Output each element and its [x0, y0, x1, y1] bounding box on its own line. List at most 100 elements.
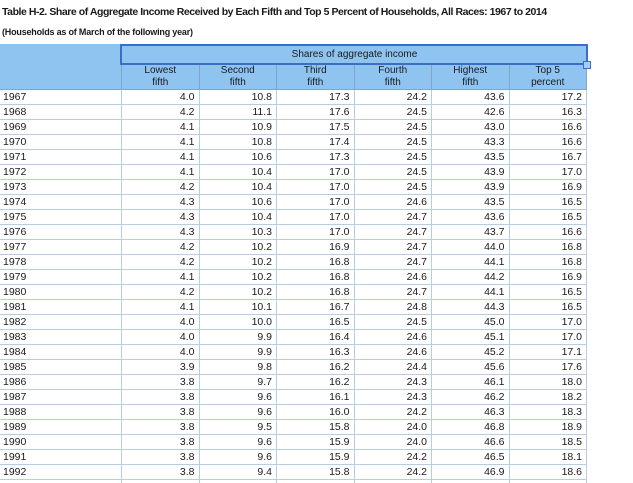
year-cell[interactable]: 1978: [0, 255, 122, 270]
value-cell[interactable]: 9.9: [199, 330, 277, 345]
value-cell[interactable]: 16.7: [277, 300, 355, 315]
value-cell[interactable]: 17.2: [509, 90, 587, 105]
value-cell[interactable]: 18.1: [509, 450, 587, 465]
year-cell[interactable]: 1986: [0, 375, 122, 390]
value-cell[interactable]: 4.1: [122, 165, 200, 180]
year-cell[interactable]: 1992: [0, 465, 122, 480]
value-cell[interactable]: 3.8: [122, 465, 200, 480]
value-cell[interactable]: 16.5: [509, 195, 587, 210]
value-cell[interactable]: 4.0: [122, 345, 200, 360]
selection-fill-handle[interactable]: [583, 61, 591, 69]
value-cell[interactable]: 15.8: [277, 465, 355, 480]
value-cell[interactable]: 24.5: [354, 165, 432, 180]
value-cell[interactable]: 16.8: [277, 270, 355, 285]
value-cell[interactable]: 46.9: [432, 465, 510, 480]
value-cell[interactable]: 4.3: [122, 225, 200, 240]
year-cell[interactable]: 1974: [0, 195, 122, 210]
value-cell[interactable]: 16.2: [277, 360, 355, 375]
value-cell[interactable]: 43.6: [432, 90, 510, 105]
value-cell[interactable]: 24.5: [354, 150, 432, 165]
value-cell[interactable]: 15.8: [277, 420, 355, 435]
value-cell[interactable]: 16.8: [509, 255, 587, 270]
value-cell[interactable]: 24.5: [354, 180, 432, 195]
value-cell[interactable]: 24.3: [354, 375, 432, 390]
value-cell[interactable]: 43.9: [432, 165, 510, 180]
year-cell[interactable]: 1971: [0, 150, 122, 165]
year-cell[interactable]: 1989: [0, 420, 122, 435]
value-cell[interactable]: 9.6: [199, 450, 277, 465]
value-cell[interactable]: 46.5: [432, 450, 510, 465]
value-cell[interactable]: 44.3: [432, 300, 510, 315]
value-cell[interactable]: 43.5: [432, 195, 510, 210]
value-cell[interactable]: 24.2: [354, 450, 432, 465]
value-cell[interactable]: 4.0: [122, 330, 200, 345]
value-cell[interactable]: 16.8: [277, 285, 355, 300]
value-cell[interactable]: 43.5: [432, 150, 510, 165]
value-cell[interactable]: 16.4: [277, 330, 355, 345]
value-cell[interactable]: 10.2: [199, 240, 277, 255]
value-cell[interactable]: 46.2: [432, 390, 510, 405]
value-cell[interactable]: 46.3: [432, 405, 510, 420]
value-cell[interactable]: 43.9: [432, 180, 510, 195]
year-cell[interactable]: 1969: [0, 120, 122, 135]
value-cell[interactable]: 17.5: [277, 120, 355, 135]
value-cell[interactable]: 16.6: [509, 135, 587, 150]
value-cell[interactable]: 16.9: [509, 270, 587, 285]
value-cell[interactable]: 24.7: [354, 225, 432, 240]
value-cell[interactable]: 4.2: [122, 255, 200, 270]
value-cell[interactable]: 24.5: [354, 135, 432, 150]
value-cell[interactable]: 24.5: [354, 105, 432, 120]
value-cell[interactable]: 3.8: [122, 375, 200, 390]
value-cell[interactable]: 17.1: [509, 345, 587, 360]
value-cell[interactable]: 16.1: [277, 390, 355, 405]
value-cell[interactable]: 17.0: [509, 165, 587, 180]
value-cell[interactable]: 16.3: [277, 345, 355, 360]
value-cell[interactable]: 24.7: [354, 285, 432, 300]
value-cell[interactable]: 10.4: [199, 165, 277, 180]
value-cell[interactable]: 10.2: [199, 285, 277, 300]
value-cell[interactable]: 9.4: [199, 465, 277, 480]
value-cell[interactable]: 17.0: [277, 165, 355, 180]
value-cell[interactable]: 45.0: [432, 315, 510, 330]
value-cell[interactable]: 10.8: [199, 135, 277, 150]
value-cell[interactable]: 17.0: [277, 210, 355, 225]
value-cell[interactable]: 17.6: [509, 360, 587, 375]
year-cell[interactable]: 1990: [0, 435, 122, 450]
value-cell[interactable]: 16.2: [277, 375, 355, 390]
value-cell[interactable]: 24.2: [354, 90, 432, 105]
year-cell[interactable]: 1981: [0, 300, 122, 315]
value-cell[interactable]: 9.6: [199, 435, 277, 450]
value-cell[interactable]: 45.1: [432, 330, 510, 345]
value-cell[interactable]: 24.8: [354, 300, 432, 315]
value-cell[interactable]: 16.6: [509, 120, 587, 135]
value-cell[interactable]: 10.6: [199, 150, 277, 165]
value-cell[interactable]: 46.1: [432, 375, 510, 390]
value-cell[interactable]: 24.2: [354, 465, 432, 480]
value-cell[interactable]: 11.1: [199, 105, 277, 120]
value-cell[interactable]: 4.1: [122, 135, 200, 150]
value-cell[interactable]: 42.6: [432, 105, 510, 120]
value-cell[interactable]: [199, 480, 277, 483]
value-cell[interactable]: 4.3: [122, 210, 200, 225]
value-cell[interactable]: 24.5: [354, 315, 432, 330]
year-cell[interactable]: 1977: [0, 240, 122, 255]
value-cell[interactable]: 4.1: [122, 120, 200, 135]
value-cell[interactable]: 3.8: [122, 420, 200, 435]
year-cell[interactable]: 1976: [0, 225, 122, 240]
value-cell[interactable]: 4.2: [122, 240, 200, 255]
value-cell[interactable]: [277, 480, 355, 483]
value-cell[interactable]: 15.9: [277, 450, 355, 465]
value-cell[interactable]: 18.0: [509, 375, 587, 390]
value-cell[interactable]: 18.9: [509, 420, 587, 435]
value-cell[interactable]: 4.0: [122, 315, 200, 330]
value-cell[interactable]: 16.5: [509, 210, 587, 225]
value-cell[interactable]: 24.4: [354, 360, 432, 375]
value-cell[interactable]: 24.7: [354, 255, 432, 270]
value-cell[interactable]: 16.0: [277, 405, 355, 420]
value-cell[interactable]: 10.8: [199, 90, 277, 105]
value-cell[interactable]: 10.2: [199, 270, 277, 285]
value-cell[interactable]: 10.9: [199, 120, 277, 135]
value-cell[interactable]: 16.8: [277, 255, 355, 270]
value-cell[interactable]: 17.3: [277, 150, 355, 165]
value-cell[interactable]: 10.4: [199, 180, 277, 195]
